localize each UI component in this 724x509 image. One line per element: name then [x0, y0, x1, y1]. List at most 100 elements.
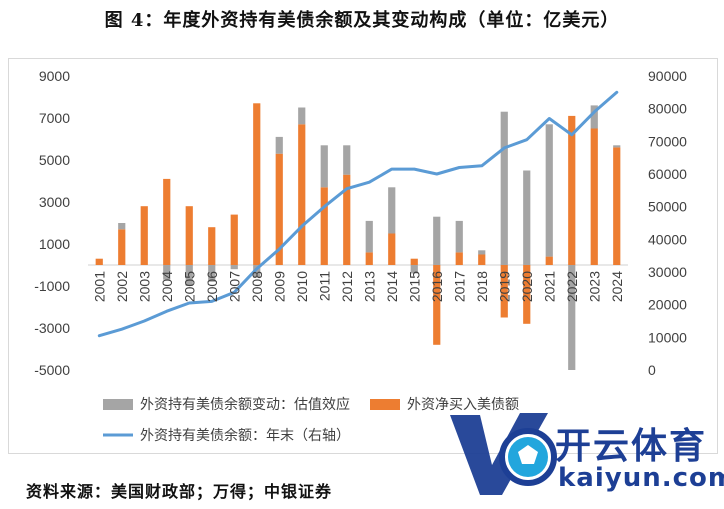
netbuy-bar [208, 227, 216, 265]
y-left-tick-label: -3000 [34, 320, 70, 336]
valuation-bar [320, 145, 328, 188]
x-tick-label: 2001 [91, 271, 107, 302]
x-tick-label: 2020 [519, 271, 535, 302]
y-right-tick-label: 40000 [648, 231, 687, 247]
x-tick-label: 2024 [609, 271, 625, 302]
netbuy-bar [455, 252, 463, 265]
y-right-tick-label: 10000 [648, 329, 687, 345]
valuation-bar [185, 265, 193, 286]
valuation-bar [275, 136, 283, 154]
figure-title: 图 4：年度外资持有美债余额及其变动构成（单位：亿美元） [104, 10, 620, 31]
source-note: 资料来源：美国财政部；万得；中银证券 [26, 482, 333, 501]
logo-text-en: kaiyun.com [558, 463, 724, 493]
legend-label-balance: 外资持有美债余额：年末（右轴） [140, 427, 350, 444]
valuation-bar [208, 265, 216, 282]
valuation-bar [365, 220, 373, 253]
x-tick-label: 2004 [159, 271, 175, 302]
netbuy-bar [140, 206, 148, 265]
netbuy-bar [118, 229, 126, 265]
netbuy-bar [388, 233, 396, 265]
balance-line [97, 90, 619, 338]
x-tick-label: 2008 [249, 271, 265, 302]
chart-frame [8, 58, 718, 454]
legend-label-netbuy: 外资净买入美债额 [407, 397, 519, 413]
valuation-bar [253, 265, 261, 278]
y-left-tick-label: 1000 [39, 236, 70, 252]
netbuy-bar [478, 254, 486, 265]
netbuy-bar [590, 128, 598, 265]
y-left-tick-label: -1000 [34, 278, 70, 294]
netbuy-bar [185, 206, 193, 265]
valuation-bar [455, 220, 463, 253]
y-left-tick-label: 7000 [39, 110, 70, 126]
watermark-logo: 开云体育 kaiyun.com [440, 395, 724, 505]
y-right-tick-label: 80000 [648, 101, 687, 117]
x-tick-label: 2012 [339, 271, 355, 302]
x-tick-label: 2009 [271, 271, 287, 302]
valuation-bar [388, 187, 396, 234]
netbuy-bar [95, 258, 103, 265]
y-left-tick-label: 9000 [39, 68, 70, 84]
x-tick-label: 2015 [406, 271, 422, 302]
valuation-bar [433, 216, 441, 265]
y-right-tick-label: 50000 [648, 199, 687, 215]
y-right-tick-label: 30000 [648, 264, 687, 280]
logo-ball-icon [450, 413, 557, 495]
x-tick-label: 2005 [181, 271, 197, 302]
x-tick-label: 2006 [204, 271, 220, 302]
y-right-tick-label: 90000 [648, 68, 687, 84]
x-tick-label: 2017 [451, 271, 467, 302]
netbuy-bar [523, 265, 531, 324]
legend-label-valuation: 外资持有美债余额变动：估值效应 [140, 396, 350, 413]
valuation-bar [230, 265, 238, 270]
y-left-tick-label: 3000 [39, 194, 70, 210]
x-tick-label: 2023 [586, 271, 602, 302]
netbuy-bar [320, 187, 328, 265]
valuation-bar [613, 145, 621, 148]
valuation-bar [298, 107, 306, 125]
legend-swatch-netbuy [370, 399, 400, 410]
netbuy-bar [253, 103, 261, 265]
netbuy-bar [163, 178, 171, 265]
y-right-tick-label: 0 [648, 362, 656, 378]
x-tick-label: 2002 [114, 271, 130, 302]
x-tick-label: 2021 [541, 271, 557, 302]
valuation-bar [523, 170, 531, 265]
netbuy-bar [365, 252, 373, 265]
x-tick-label: 2007 [226, 271, 242, 302]
valuation-bar [500, 111, 508, 265]
valuation-bar [118, 223, 126, 230]
valuation-bar [545, 124, 553, 257]
valuation-bar [410, 265, 418, 274]
netbuy-bar [613, 147, 621, 265]
x-tick-label: 2010 [294, 271, 310, 302]
y-left-tick-label: -5000 [34, 362, 70, 378]
netbuy-bar [500, 265, 508, 318]
logo-text-cn: 开云体育 [555, 426, 708, 467]
netbuy-bar [298, 124, 306, 265]
y-right-tick-label: 20000 [648, 297, 687, 313]
x-tick-label: 2022 [564, 271, 580, 302]
valuation-bar [343, 145, 351, 175]
valuation-bar [478, 250, 486, 255]
valuation-bar [568, 265, 576, 370]
y-left-tick-label: 5000 [39, 152, 70, 168]
netbuy-bar [230, 214, 238, 265]
legend-swatch-valuation [103, 399, 133, 410]
x-tick-label: 2003 [136, 271, 152, 302]
x-tick-label: 2018 [474, 271, 490, 302]
netbuy-bar [343, 174, 351, 265]
x-tick-label: 2014 [384, 271, 400, 302]
netbuy-bar [433, 265, 441, 345]
valuation-bar [590, 105, 598, 129]
y-right-tick-label: 70000 [648, 133, 687, 149]
y-right-tick-label: 60000 [648, 166, 687, 182]
x-tick-label: 2013 [361, 271, 377, 302]
x-tick-label: 2019 [496, 271, 512, 302]
x-tick-label: 2011 [316, 271, 332, 301]
netbuy-bar [410, 258, 418, 265]
netbuy-bar [545, 256, 553, 265]
netbuy-bar [568, 115, 576, 266]
x-tick-label: 2016 [429, 271, 445, 302]
